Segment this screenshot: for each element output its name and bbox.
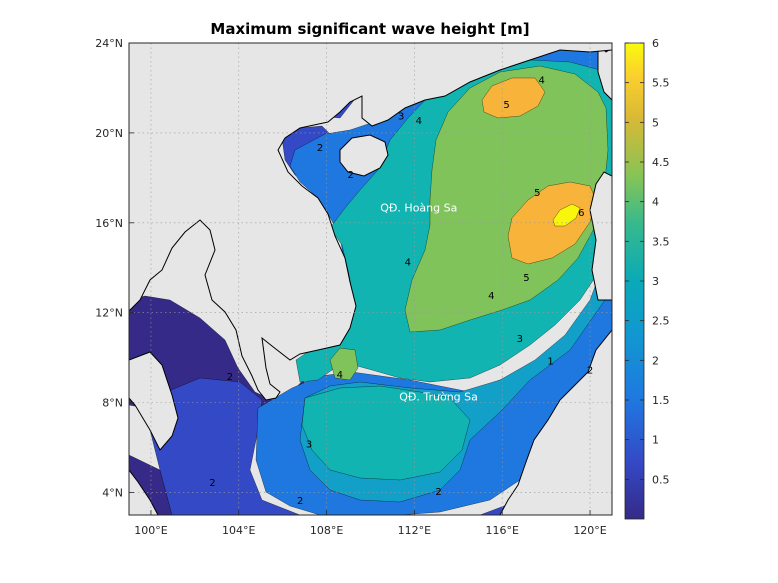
contour-label: 4 xyxy=(405,258,411,269)
map-area xyxy=(129,43,612,515)
contour-label: 3 xyxy=(398,111,404,122)
island-hainan xyxy=(339,134,389,177)
contour-label: 1 xyxy=(547,356,553,367)
colorbar-tick-label: 4 xyxy=(652,196,659,209)
island-luzon xyxy=(589,171,612,301)
land-mainland xyxy=(129,43,612,401)
x-tick-label: 100°E xyxy=(134,524,167,537)
contour-fill-6 xyxy=(552,203,581,227)
x-tick-label: 120°E xyxy=(573,524,606,537)
colorbar-ticks: 0.5 1 1.5 2 2.5 3 3.5 4 4.5 5 5.5 6 xyxy=(625,37,670,486)
colorbar-tick-label: 2 xyxy=(652,354,659,367)
contour-fill-3-5 xyxy=(329,347,359,381)
land-borneo xyxy=(499,329,612,515)
colorbar-tick-label: 3.5 xyxy=(652,235,670,248)
colorbar-tick-label: 1.5 xyxy=(652,394,670,407)
contour-label: 2 xyxy=(348,170,354,181)
place-annotations: QĐ. Hoàng Sa QĐ. Trường Sa xyxy=(380,202,478,404)
contour-fill-3 xyxy=(301,385,471,481)
contour-label: 2 xyxy=(209,478,215,489)
contour-label: 4 xyxy=(539,75,545,86)
contour-label: 3 xyxy=(306,440,312,451)
y-tick-label: 20°N xyxy=(95,127,123,140)
contour-label: 6 xyxy=(578,208,584,219)
colorbar-tick-label: 0.5 xyxy=(652,473,670,486)
contour-label: 4 xyxy=(488,291,494,302)
contour-label: 5 xyxy=(503,100,509,111)
colorbar-tick-label: 5.5 xyxy=(652,77,670,90)
contour-label: 5 xyxy=(523,273,529,284)
y-tick-label: 8°N xyxy=(102,397,123,410)
place-label: QĐ. Trường Sa xyxy=(399,390,478,403)
contour-label: 5 xyxy=(534,188,540,199)
y-tick-label: 4°N xyxy=(102,487,123,500)
colorbar-tick-label: 6 xyxy=(652,37,659,50)
colorbar-tick-label: 1 xyxy=(652,434,659,447)
contour-labels: 2 2 3 4 5 4 5 6 5 4 4 3 4 2 3 2 2 2 2 1 xyxy=(209,75,593,506)
x-tick-label: 108°E xyxy=(310,524,343,537)
colorbar-tick-label: 4.5 xyxy=(652,156,670,169)
contour-label: 3 xyxy=(517,334,523,345)
contour-label: 2 xyxy=(317,143,323,154)
contour-label: 2 xyxy=(587,365,593,376)
contour-fill-5 xyxy=(481,77,546,119)
contour-label: 4 xyxy=(337,370,343,381)
contour-label: 2 xyxy=(297,496,303,507)
map-frame xyxy=(128,42,613,516)
y-axis: 4°N 8°N 12°N 16°N 20°N 24°N xyxy=(95,37,134,500)
x-tick-label: 112°E xyxy=(398,524,431,537)
contour-fill-1-5 xyxy=(149,377,301,515)
colorbar-tick-label: 5 xyxy=(652,116,659,129)
x-tick-label: 116°E xyxy=(486,524,519,537)
contour-label: 2 xyxy=(227,372,233,383)
chart-title: Maximum significant wave height [m] xyxy=(210,20,529,38)
colorbar-tick-label: 3 xyxy=(652,275,659,288)
x-tick-label: 104°E xyxy=(222,524,255,537)
contour-label: 4 xyxy=(416,116,422,127)
island-taiwan xyxy=(597,43,612,101)
colorbar-tick-label: 2.5 xyxy=(652,315,670,328)
x-axis: 100°E 104°E 108°E 112°E 116°E 120°E xyxy=(134,510,607,537)
place-label: QĐ. Hoàng Sa xyxy=(380,202,457,215)
y-tick-label: 16°N xyxy=(95,217,123,230)
y-tick-label: 24°N xyxy=(95,37,123,50)
contour-label: 2 xyxy=(435,487,441,498)
y-tick-label: 12°N xyxy=(95,307,123,320)
colorbar: 0.5 1 1.5 2 2.5 3 3.5 4 4.5 5 5.5 6 xyxy=(624,37,670,520)
